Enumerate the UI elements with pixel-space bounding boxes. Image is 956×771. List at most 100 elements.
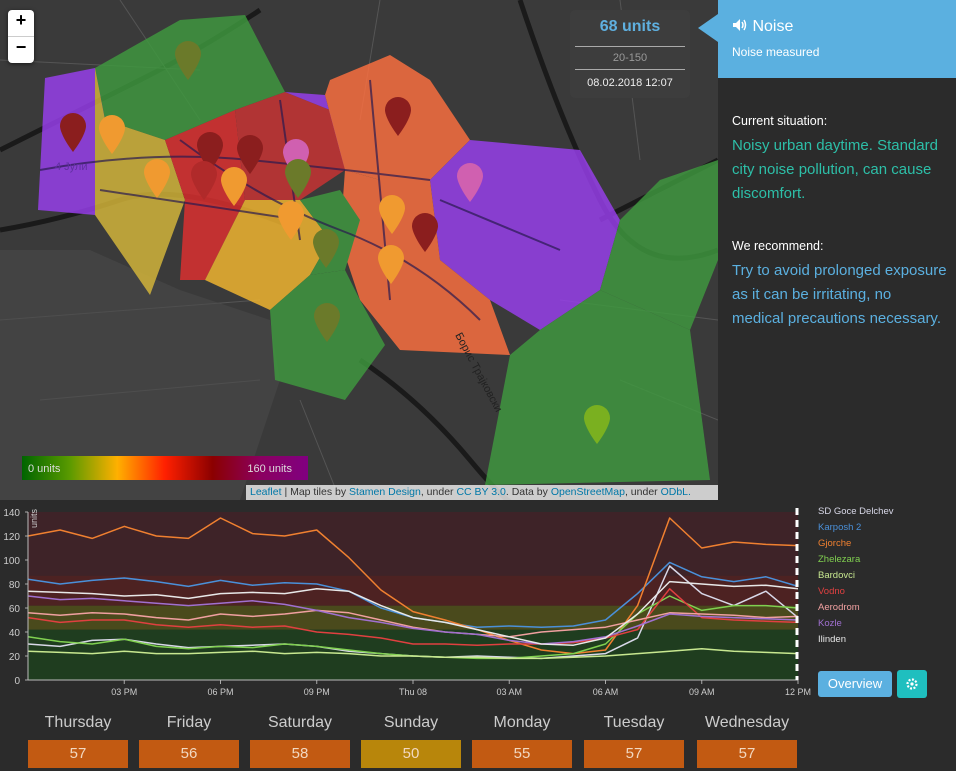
zoom-in-button[interactable]: + <box>15 10 27 30</box>
stamen-link[interactable]: Stamen Design <box>349 486 421 498</box>
current-situation-section: Current situation: Noisy urban daytime. … <box>732 114 947 206</box>
osm-link[interactable]: OpenStreetMap <box>550 486 625 498</box>
series-line <box>27 517 799 655</box>
y-tick-label: 80 <box>9 580 21 591</box>
attrib-text: , under <box>624 486 661 498</box>
marker-pin <box>412 213 438 252</box>
threshold-band <box>28 512 798 576</box>
marker-pin <box>285 159 311 198</box>
series-line <box>27 595 799 645</box>
marker-pin <box>379 195 405 234</box>
legend-entry[interactable]: Gjorche <box>818 538 851 549</box>
series-line <box>27 648 799 660</box>
noise-map[interactable]: 4 Јули Борис Трајковски + − 68 units 20-… <box>0 0 718 500</box>
day-card[interactable]: Tuesday 57 <box>584 710 684 768</box>
panel-title: Noise <box>752 18 794 35</box>
day-card[interactable]: Monday 55 <box>472 710 572 768</box>
map-attribution: Leaflet | Map tiles by Stamen Design , un… <box>246 485 718 500</box>
info-panel: Noise Noise measured Current situation: … <box>698 0 956 500</box>
terrain-area <box>0 250 280 500</box>
map-canvas: 4 Јули Борис Трајковски <box>0 0 718 500</box>
threshold-band <box>28 575 798 606</box>
x-tick-label: 09 AM <box>689 687 715 697</box>
x-tick-label: Thu 08 <box>399 687 427 697</box>
panel-header: Noise Noise measured <box>698 0 956 78</box>
legend-entry[interactable]: Bardovci <box>818 570 855 581</box>
attrib-text: . Data by <box>505 486 551 498</box>
legend-entry[interactable]: SD Goce Delchev <box>818 506 894 517</box>
day-value: 57 <box>697 740 797 768</box>
marker-pin <box>237 135 263 174</box>
recommendation-text: Try to avoid prolonged exposure as it ca… <box>732 262 947 327</box>
series-line <box>27 580 799 646</box>
x-tick-label: 06 AM <box>593 687 619 697</box>
current-value-box: 68 units 20-150 08.02.2018 12:07 <box>570 10 690 98</box>
y-tick-label: 100 <box>3 556 20 567</box>
day-name: Tuesday <box>603 714 665 731</box>
attrib-text: | Map tiles by <box>281 486 350 498</box>
series-line <box>27 588 799 646</box>
marker-pin <box>278 201 304 240</box>
day-card[interactable]: Thursday 57 <box>28 710 128 768</box>
marker-pin <box>191 161 217 200</box>
y-axis-label: units <box>29 508 39 528</box>
color-scale-legend: 0 units 160 units <box>22 456 308 480</box>
recommendation-heading: We recommend: <box>732 239 824 253</box>
y-tick-label: 60 <box>9 604 21 615</box>
day-card[interactable]: Friday 56 <box>139 710 239 768</box>
x-tick-label: 06 PM <box>207 687 233 697</box>
cc-link[interactable]: CC BY 3.0 <box>456 486 506 498</box>
marker-pin <box>457 163 483 202</box>
day-name: Saturday <box>267 714 333 731</box>
noise-timeseries-chart: 0 20 40 60 80 100 120 140 03 PM 06 PM 09 PM Thu 08 0… <box>3 506 894 697</box>
measurement-datetime: 08.02.2018 12:07 <box>587 77 673 89</box>
overview-button[interactable]: Overview <box>818 671 892 697</box>
leaflet-link[interactable]: Leaflet <box>250 486 282 498</box>
day-card[interactable]: Saturday 58 <box>250 710 350 768</box>
day-name: Monday <box>493 714 551 731</box>
marker-pin <box>144 159 170 198</box>
day-value: 50 <box>361 740 461 768</box>
y-tick-label: 20 <box>9 652 21 663</box>
odbl-link[interactable]: ODbL. <box>660 486 691 498</box>
value-range: 20-150 <box>575 46 685 70</box>
y-tick-label: 120 <box>3 532 20 543</box>
day-value: 57 <box>28 740 128 768</box>
marker-pin <box>313 229 339 268</box>
threshold-band <box>28 629 798 680</box>
zoom-control: + − <box>8 10 34 63</box>
marker-pin <box>60 113 86 152</box>
legend-entry[interactable]: Ilinden <box>818 634 846 645</box>
panel-title-row: Noise <box>732 18 793 36</box>
day-card[interactable]: Wednesday 57 <box>697 710 797 768</box>
gear-icon <box>906 678 918 690</box>
legend-entry[interactable]: Karposh 2 <box>818 522 861 533</box>
legend-entry[interactable]: Aerodrom <box>818 602 860 613</box>
day-value: 56 <box>139 740 239 768</box>
marker-pin <box>378 245 404 284</box>
zoom-out-button[interactable]: − <box>8 36 34 63</box>
marker-pin <box>584 405 610 444</box>
y-tick-label: 0 <box>14 676 20 687</box>
day-name: Wednesday <box>704 714 790 731</box>
day-value: 55 <box>472 740 572 768</box>
current-situation-text: Noisy urban daytime. Standard city noise… <box>732 137 938 202</box>
y-tick-label: 140 <box>3 508 20 519</box>
marker-pin <box>175 41 201 80</box>
settings-button[interactable] <box>897 670 927 698</box>
legend-entry[interactable]: Zhelezara <box>818 554 861 565</box>
legend-entry[interactable]: Kozle <box>818 618 842 629</box>
x-tick-label: 09 PM <box>304 687 330 697</box>
panel-subtitle: Noise measured <box>732 45 820 59</box>
legend-entry[interactable]: Vodno <box>818 586 845 597</box>
day-name: Sunday <box>383 714 439 731</box>
recommendation-section: We recommend: Try to avoid prolonged exp… <box>732 239 947 331</box>
legend-max-label: 160 units <box>247 463 292 475</box>
current-situation-heading: Current situation: <box>732 114 828 128</box>
x-tick-label: 12 PM <box>785 687 811 697</box>
y-tick-label: 40 <box>9 628 21 639</box>
day-name: Thursday <box>44 714 112 731</box>
sensor-markers[interactable] <box>60 41 610 444</box>
day-card[interactable]: Sunday 50 <box>361 710 461 768</box>
series-line <box>27 609 799 638</box>
